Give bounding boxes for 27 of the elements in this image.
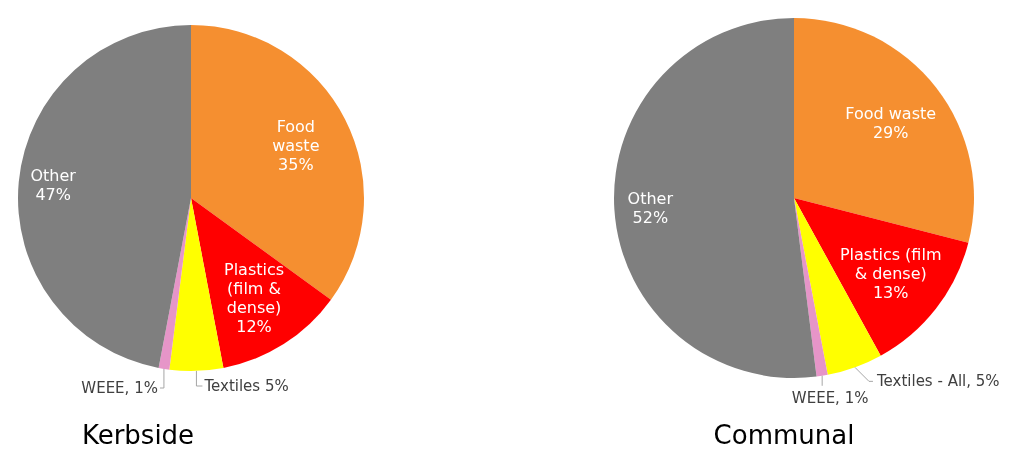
text: Kerbside	[81, 420, 195, 450]
pie-slice	[191, 25, 364, 300]
data-label: 52%	[632, 207, 669, 227]
pie-slice	[614, 18, 817, 378]
slice-label: Other	[30, 166, 77, 186]
slice-label: Other	[627, 188, 674, 208]
data-label: 13%	[872, 283, 909, 303]
slice-label: Food waste	[845, 104, 937, 124]
data-label: 35%	[278, 154, 314, 174]
slice-label: Plastics (film & dense)	[223, 259, 285, 317]
pie-slice	[18, 25, 191, 368]
text: Communal	[713, 420, 855, 450]
pie-slice	[191, 198, 331, 368]
data-label: 29%	[872, 123, 909, 143]
slice-label: Textiles - All, 5%	[875, 372, 1000, 391]
pie-slice	[794, 198, 828, 377]
data-label: 12%	[236, 316, 272, 336]
pie-slice	[794, 198, 969, 356]
slice-label: WEEE, 1%	[791, 388, 869, 407]
slice-label: Food waste	[272, 116, 320, 155]
data-label: 47%	[35, 185, 71, 205]
slice-label: Plastics (film & dense)	[839, 245, 942, 284]
pie-slice	[158, 198, 191, 370]
slice-label: Textiles 5%	[203, 377, 289, 395]
pie-slice	[794, 18, 974, 243]
slice-label: WEEE, 1%	[81, 379, 158, 397]
pie-slice	[169, 198, 224, 371]
